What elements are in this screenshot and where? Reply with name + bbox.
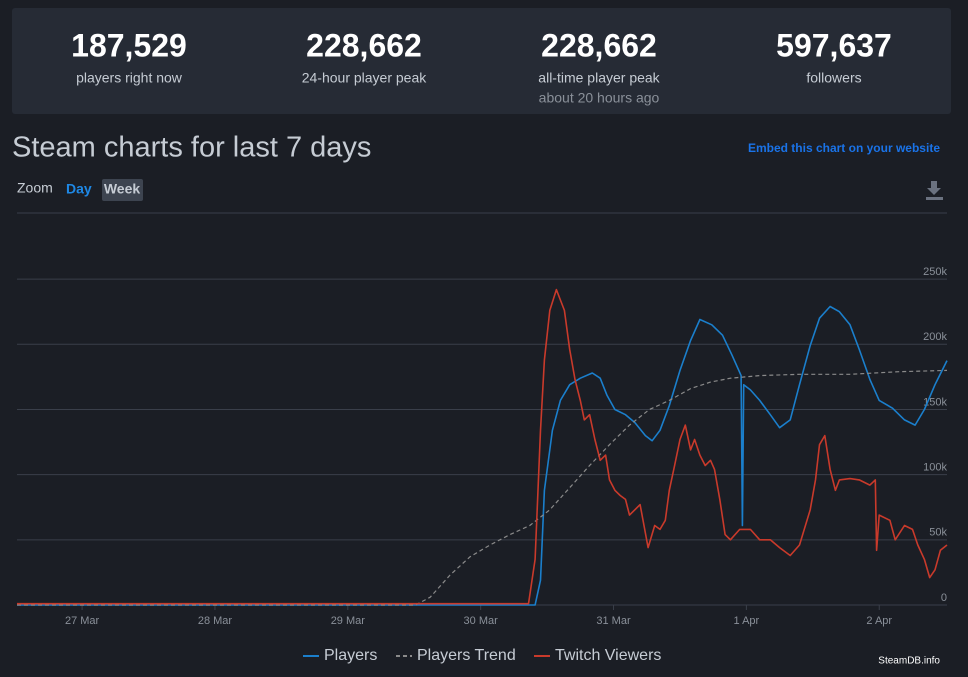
y-tick-label: 0 (941, 592, 947, 604)
y-tick-label: 100k (923, 462, 947, 474)
stat-label: 24-hour player peak (302, 70, 428, 86)
stat-value: 597,637 (776, 27, 892, 63)
stat-value: 187,529 (71, 27, 187, 63)
stat-value: 228,662 (541, 27, 657, 63)
series-line (17, 305, 948, 606)
x-tick-label: 29 Mar (331, 615, 366, 627)
credit: SteamDB.info (878, 656, 940, 667)
y-tick-label: 50k (929, 527, 947, 539)
embed-link[interactable]: Embed this chart on your website (748, 141, 940, 155)
stat-label: all-time player peak (538, 70, 660, 86)
zoom-week-bg[interactable] (102, 179, 143, 201)
legend-label: Players Trend (417, 647, 516, 664)
x-tick-label: 30 Mar (464, 615, 499, 627)
stat-label: followers (806, 70, 861, 86)
y-tick-label: 200k (923, 331, 947, 343)
x-tick-label: 1 Apr (734, 615, 760, 627)
download-icon[interactable] (926, 181, 943, 200)
series-line (17, 369, 948, 606)
chart-title: Steam charts for last 7 days (12, 132, 371, 164)
stat-note: about 20 hours ago (539, 90, 660, 106)
legend-label: Twitch Viewers (555, 647, 661, 664)
zoom-week[interactable]: Week (104, 181, 141, 197)
x-tick-label: 2 Apr (866, 615, 892, 627)
stat-label: players right now (76, 70, 183, 86)
stats-panel (12, 8, 951, 114)
stat-value: 228,662 (306, 27, 422, 63)
zoom-label: Zoom (17, 180, 53, 196)
zoom-day[interactable]: Day (66, 181, 92, 197)
x-tick-label: 27 Mar (65, 615, 100, 627)
x-tick-label: 31 Mar (596, 615, 631, 627)
x-tick-label: 28 Mar (198, 615, 233, 627)
legend-label: Players (324, 647, 377, 664)
y-tick-label: 250k (923, 266, 947, 278)
series-line (17, 288, 948, 605)
